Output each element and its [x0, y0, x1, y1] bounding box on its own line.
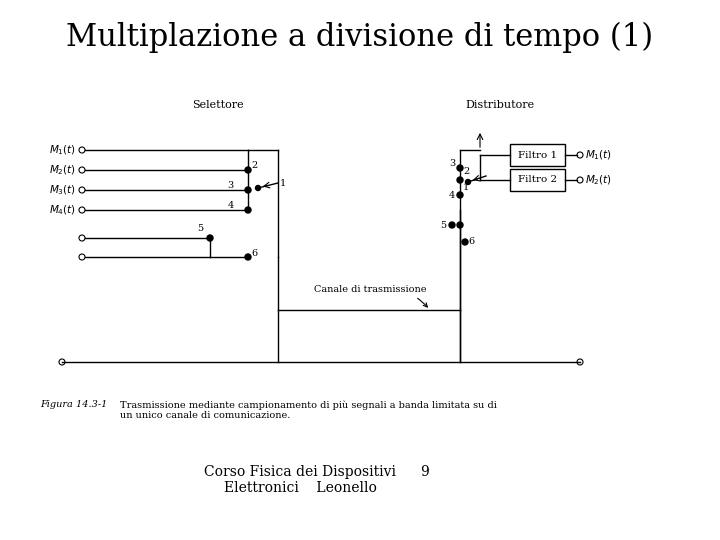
- Circle shape: [457, 222, 463, 228]
- Circle shape: [245, 254, 251, 260]
- Text: 4: 4: [228, 200, 234, 210]
- Text: Multiplazione a divisione di tempo (1): Multiplazione a divisione di tempo (1): [66, 22, 654, 53]
- Circle shape: [245, 207, 251, 213]
- Text: Filtro 2: Filtro 2: [518, 176, 557, 185]
- Text: Trasmissione mediante campionamento di più segnali a banda limitata su di: Trasmissione mediante campionamento di p…: [120, 400, 497, 409]
- Text: 4: 4: [449, 191, 455, 199]
- Text: $M_2(t)$: $M_2(t)$: [585, 173, 612, 187]
- Circle shape: [207, 235, 213, 241]
- Text: 5: 5: [197, 224, 203, 233]
- Text: $M_3(t)$: $M_3(t)$: [49, 183, 76, 197]
- Text: Distributore: Distributore: [465, 100, 534, 110]
- Text: 2: 2: [251, 161, 257, 171]
- Text: $M_2(t)$: $M_2(t)$: [49, 163, 76, 177]
- Text: Figura 14.3-1: Figura 14.3-1: [40, 400, 107, 409]
- Circle shape: [462, 239, 468, 245]
- Text: $M_1(t)$: $M_1(t)$: [49, 143, 76, 157]
- Bar: [510, 144, 565, 166]
- Text: 6: 6: [468, 238, 474, 246]
- Text: 3: 3: [449, 159, 455, 167]
- Text: 1: 1: [463, 184, 469, 192]
- Text: Corso Fisica dei Dispositivi: Corso Fisica dei Dispositivi: [204, 465, 396, 479]
- Text: 9: 9: [420, 465, 428, 479]
- Text: Canale di trasmissione: Canale di trasmissione: [314, 285, 428, 307]
- Circle shape: [466, 179, 470, 185]
- Text: 2: 2: [463, 167, 469, 177]
- Text: $M_1(t)$: $M_1(t)$: [585, 148, 612, 162]
- Text: 6: 6: [251, 249, 257, 259]
- Text: $M_4(t)$: $M_4(t)$: [49, 203, 76, 217]
- Text: Elettronici    Leonello: Elettronici Leonello: [224, 481, 377, 495]
- Text: 5: 5: [440, 220, 446, 230]
- Circle shape: [245, 167, 251, 173]
- Text: 1: 1: [280, 179, 287, 187]
- Text: Filtro 1: Filtro 1: [518, 151, 557, 159]
- Text: un unico canale di comunicazione.: un unico canale di comunicazione.: [120, 411, 290, 420]
- Circle shape: [245, 187, 251, 193]
- Circle shape: [449, 222, 455, 228]
- Text: 3: 3: [228, 180, 234, 190]
- Circle shape: [457, 177, 463, 183]
- Circle shape: [457, 192, 463, 198]
- Circle shape: [256, 186, 261, 191]
- Text: Selettore: Selettore: [192, 100, 244, 110]
- Bar: [510, 169, 565, 191]
- Circle shape: [457, 165, 463, 171]
